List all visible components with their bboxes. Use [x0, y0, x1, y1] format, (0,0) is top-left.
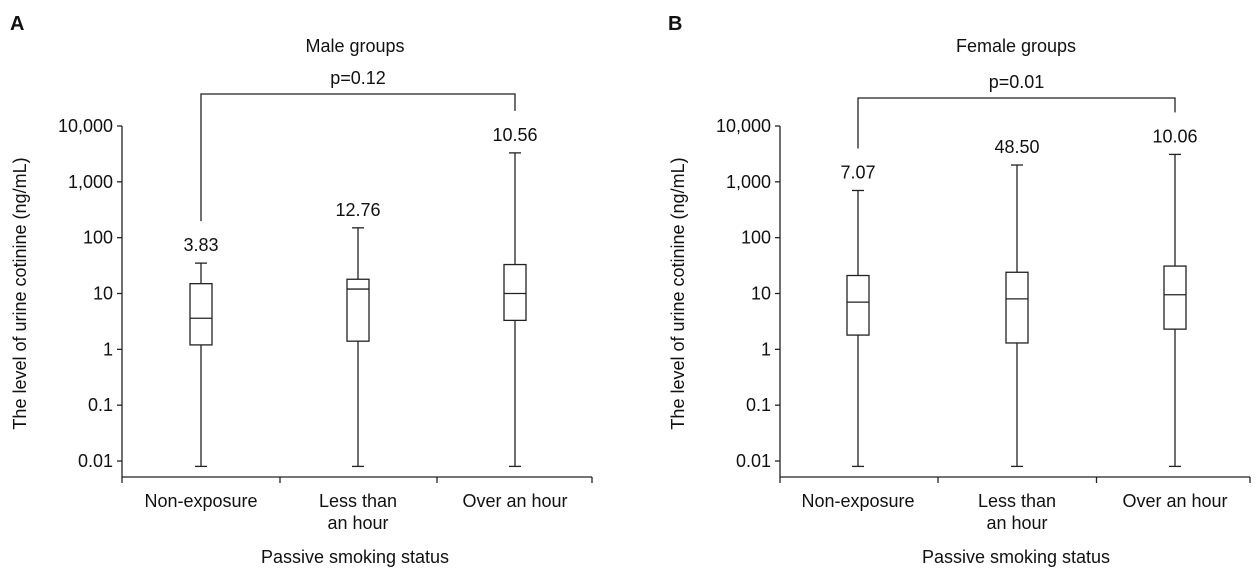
iqr-box [846, 274, 870, 336]
y-tick-label: 0.1 [746, 395, 771, 415]
comparison-bracket [857, 97, 1176, 149]
x-category-label: Non-exposure [144, 491, 257, 511]
y-tick-label: 10 [93, 284, 113, 304]
y-tick-label: 1 [103, 339, 113, 359]
y-tick-label: 0.01 [736, 451, 771, 471]
y-tick-label: 10 [751, 284, 771, 304]
y-tick-label: 10,000 [716, 116, 771, 136]
panel-letter: A [10, 13, 24, 35]
x-category-label-line: an hour [327, 513, 388, 533]
x-category-label: Less than an hour [319, 491, 397, 533]
y-tick-label: 0.1 [88, 395, 113, 415]
x-axis-label: Passive smoking status [261, 547, 449, 567]
x-category-label-line: Less than [978, 491, 1056, 511]
box-value-label: 7.07 [840, 162, 875, 182]
iqr-box [503, 263, 527, 322]
y-axis-label: The level of urine cotinine (ng/mL) [668, 157, 688, 429]
chart-title: Male groups [305, 36, 404, 56]
x-category-label: Over an hour [462, 491, 567, 511]
iqr-box [1005, 271, 1029, 344]
x-category-label-line: Over an hour [1122, 491, 1227, 511]
x-category-label-line: Over an hour [462, 491, 567, 511]
y-tick-label: 0.01 [78, 451, 113, 471]
y-tick-label: 1,000 [68, 172, 113, 192]
iqr-box [1163, 265, 1187, 330]
comparison-bracket [200, 93, 516, 222]
y-tick-label: 1,000 [726, 172, 771, 192]
x-category-label: Non-exposure [801, 491, 914, 511]
x-axis-label: Passive smoking status [922, 547, 1110, 567]
iqr-box [346, 278, 370, 342]
box-value-label: 48.50 [994, 137, 1039, 157]
p-value-label: p=0.12 [330, 68, 386, 88]
x-category-label-line: Less than [319, 491, 397, 511]
y-axis-label: The level of urine cotinine (ng/mL) [10, 157, 30, 429]
x-category-label: Over an hour [1122, 491, 1227, 511]
iqr-box [189, 283, 213, 346]
x-category-label-line: Non-exposure [801, 491, 914, 511]
box-value-label: 3.83 [183, 235, 218, 255]
x-category-label-line: Non-exposure [144, 491, 257, 511]
x-category-label: Less than an hour [978, 491, 1056, 533]
panel-letter: B [668, 13, 682, 35]
y-tick-label: 100 [741, 228, 771, 248]
box-value-label: 10.06 [1152, 126, 1197, 146]
chart-title: Female groups [956, 36, 1076, 56]
x-category-label-line: an hour [986, 513, 1047, 533]
y-tick-label: 1 [761, 339, 771, 359]
y-tick-label: 100 [83, 228, 113, 248]
box-value-label: 12.76 [335, 200, 380, 220]
box-value-label: 10.56 [492, 125, 537, 145]
y-tick-label: 10,000 [58, 116, 113, 136]
p-value-label: p=0.01 [989, 72, 1045, 92]
